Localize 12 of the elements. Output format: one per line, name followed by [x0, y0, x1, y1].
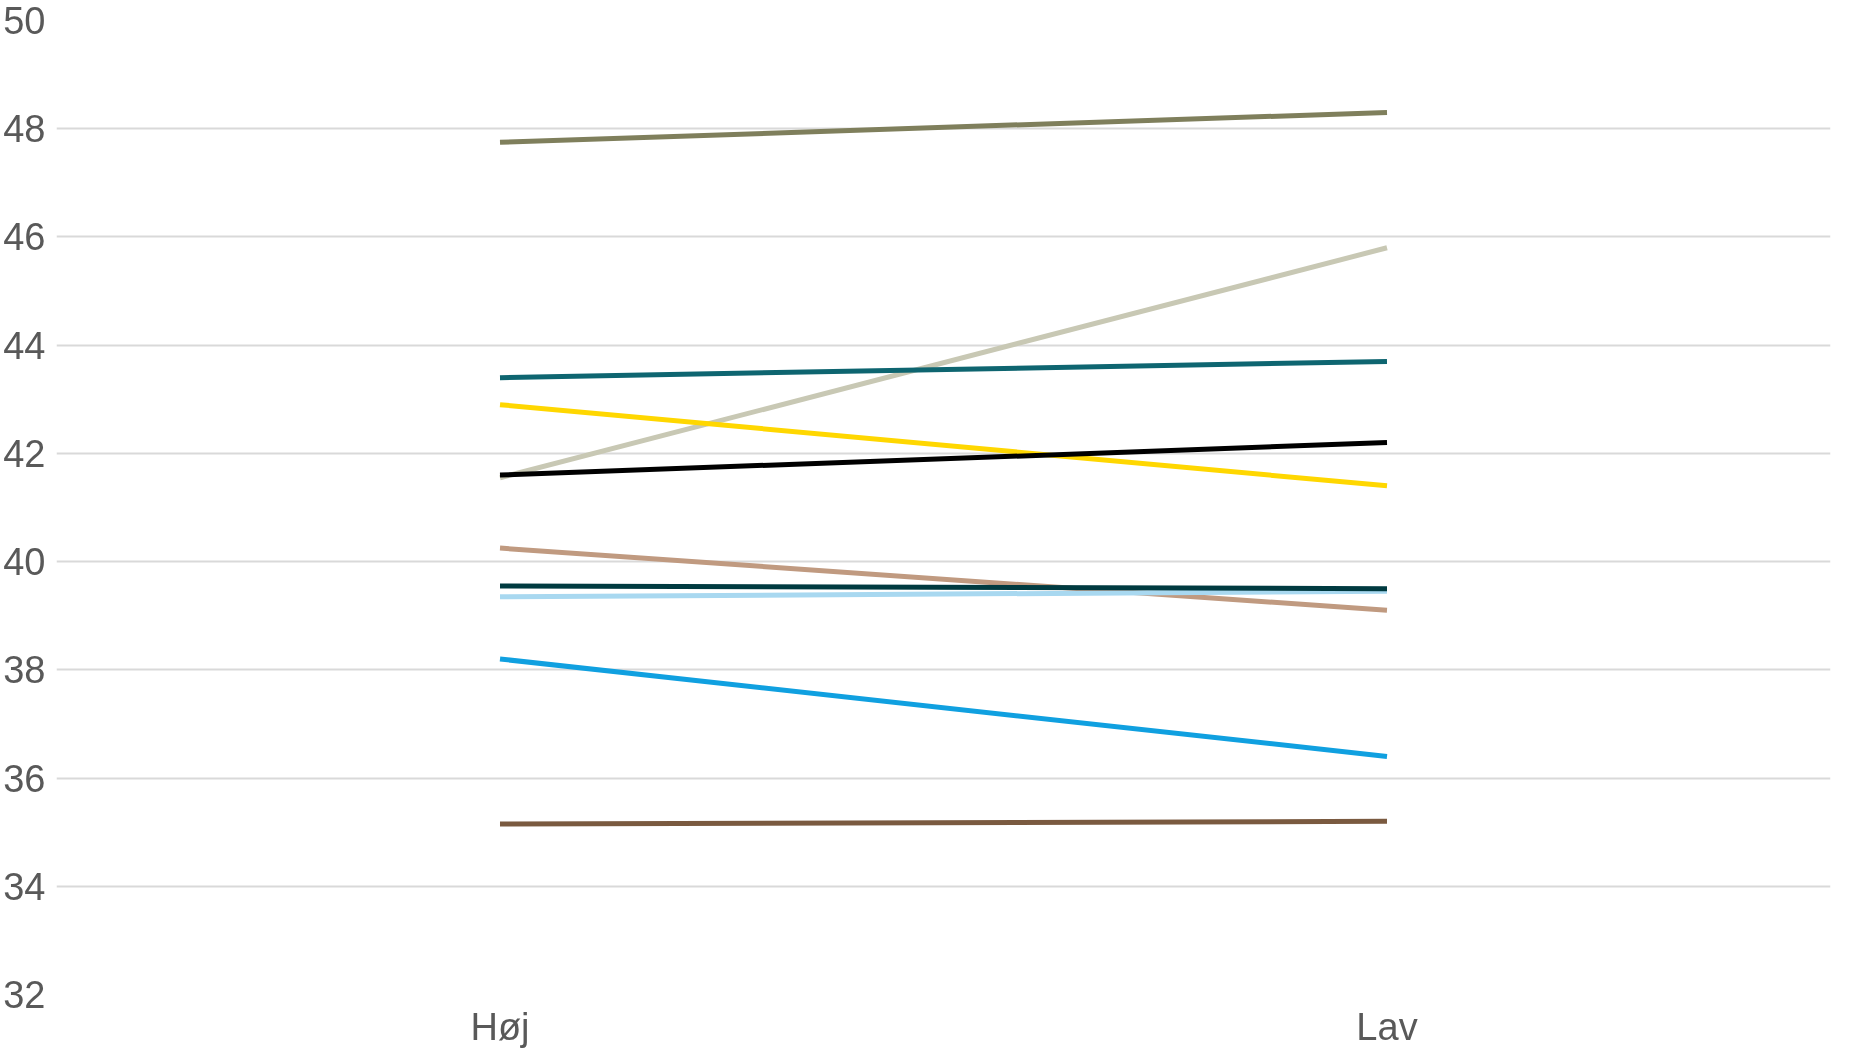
y-tick-label: 38	[3, 649, 46, 692]
y-tick-label: 36	[3, 757, 46, 800]
y-tick-label: 42	[3, 432, 46, 475]
y-tick-label: 40	[3, 541, 46, 584]
y-tick-label: 46	[3, 216, 46, 259]
y-tick-label: 44	[3, 324, 46, 367]
y-tick-label: 50	[3, 0, 46, 42]
y-tick-label: 34	[3, 865, 46, 908]
y-tick-label: 48	[3, 108, 46, 151]
x-tick-label: Høj	[470, 1005, 530, 1048]
x-tick-label: Lav	[1356, 1005, 1418, 1048]
y-tick-label: 32	[3, 974, 46, 1016]
